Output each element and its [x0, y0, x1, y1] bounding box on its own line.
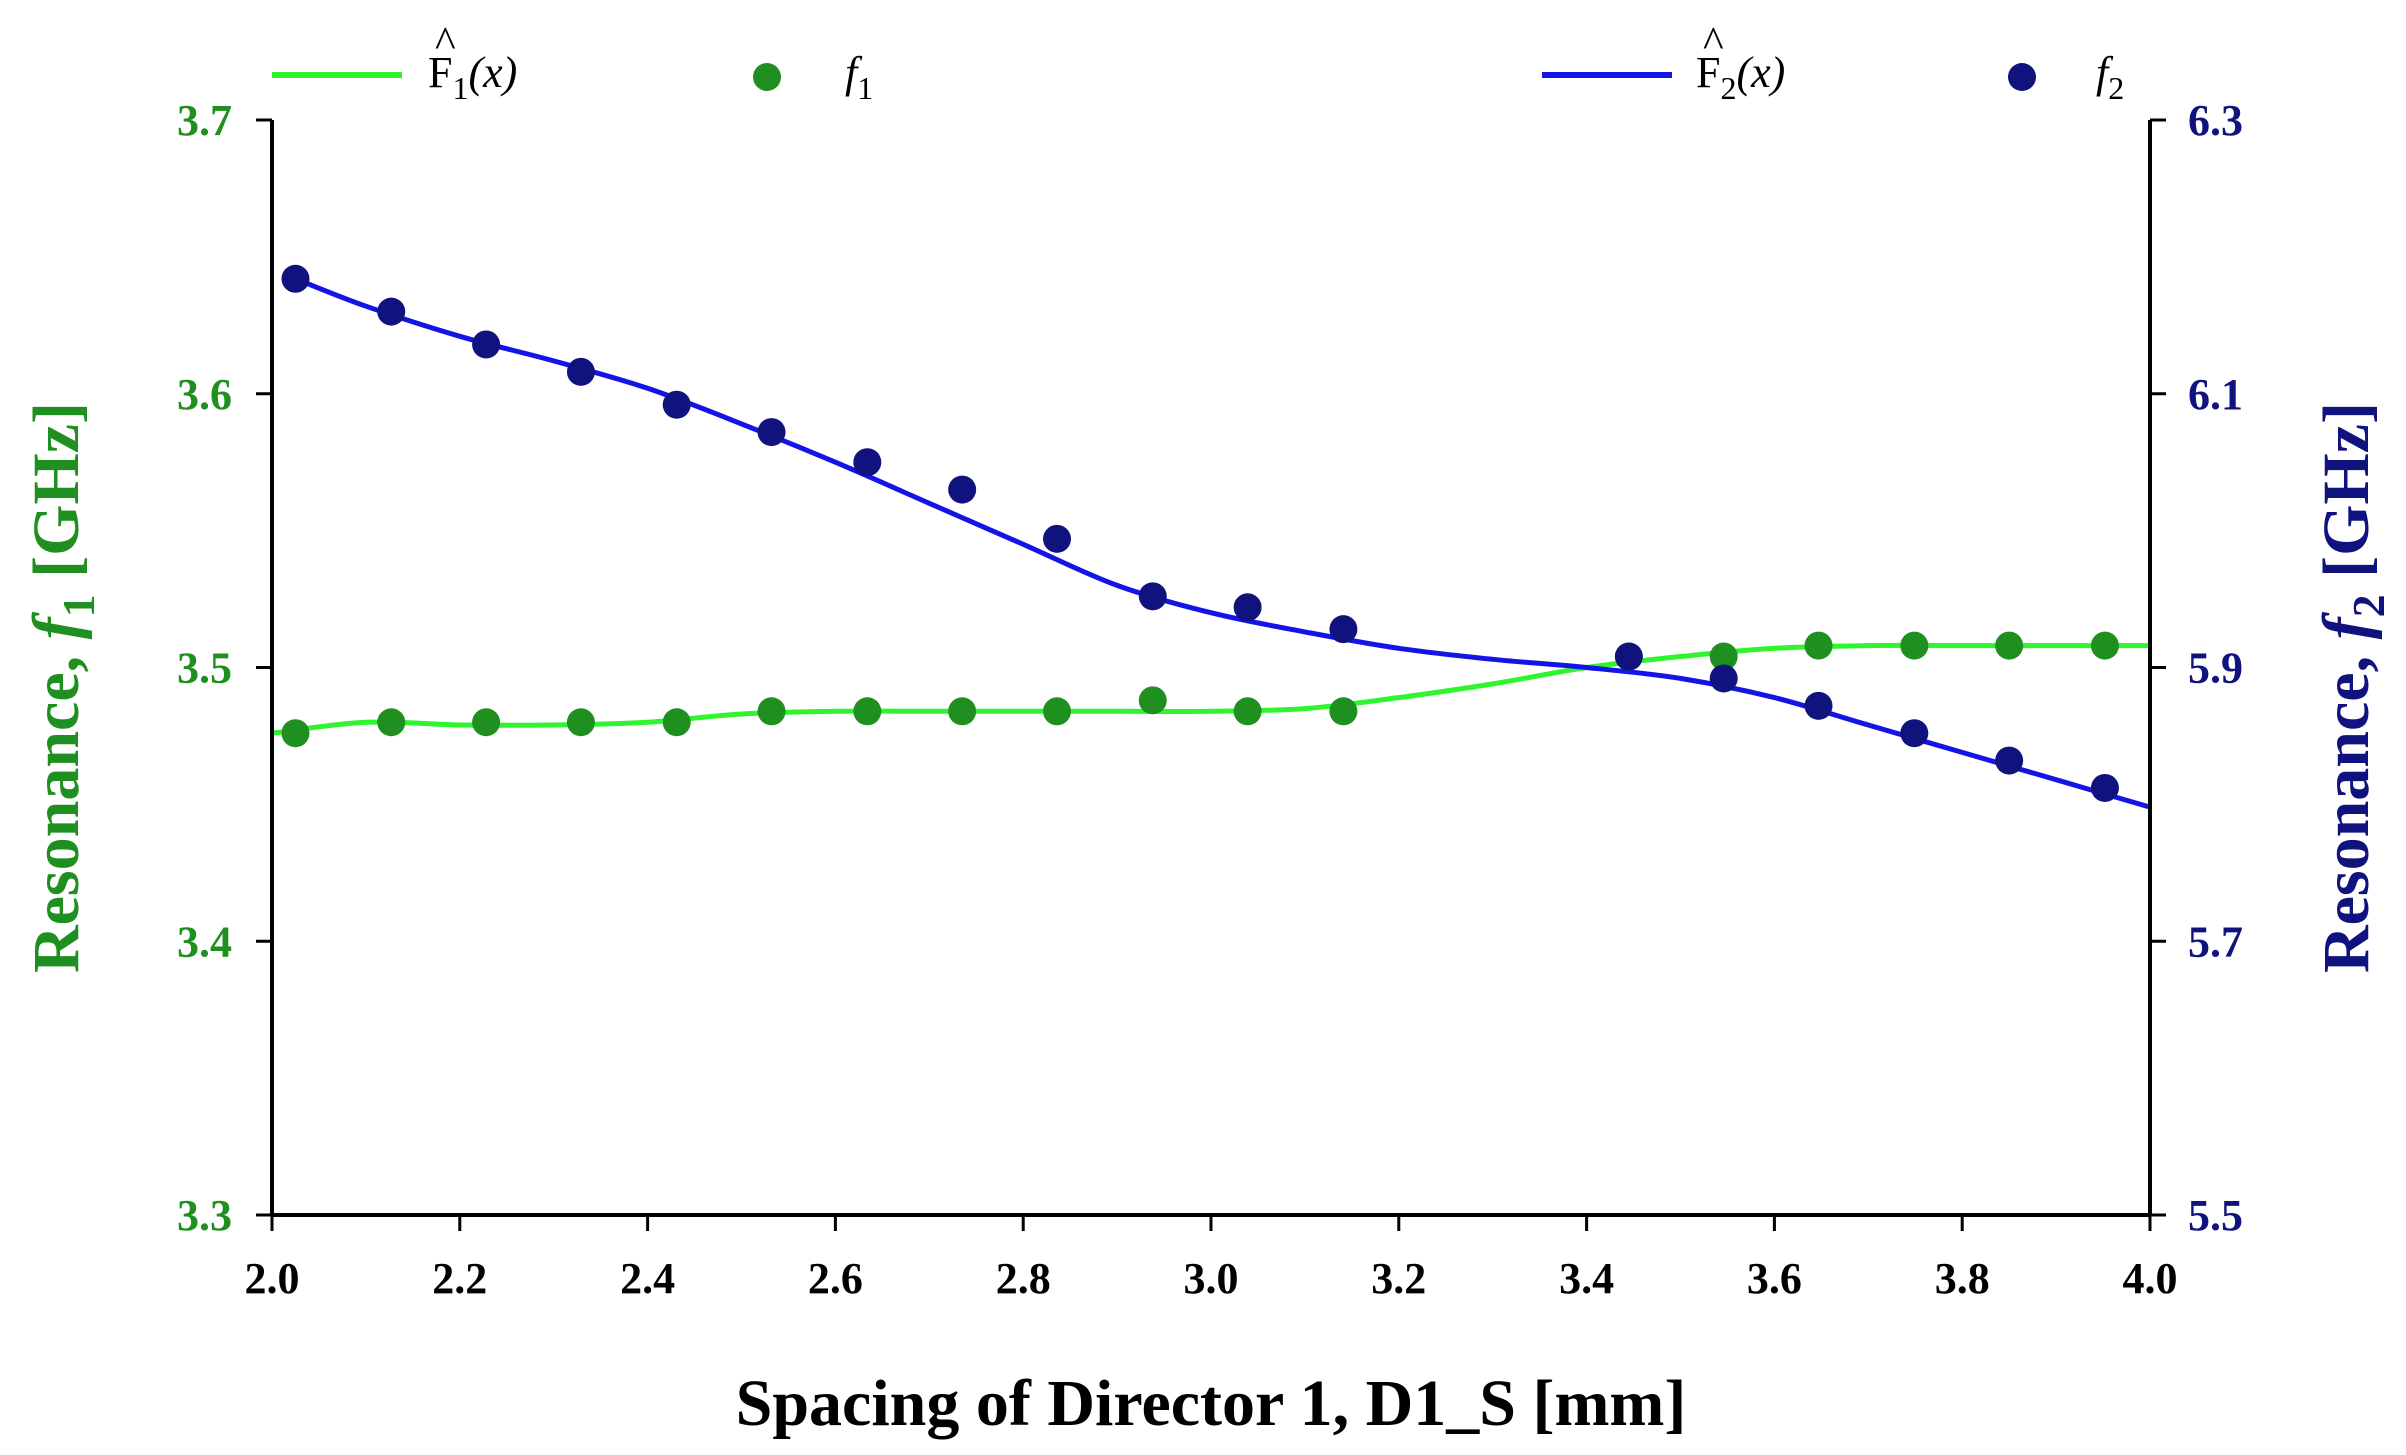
x-axis-title: Spacing of Director 1, D1_S [mm] — [736, 1367, 1687, 1440]
data-point-f1 — [281, 719, 310, 748]
data-point-f2 — [1043, 524, 1072, 553]
axes: 2.0 2.2 2.4 2.6 2.8 3.0 3.2 3.4 3.6 3.8 4.0 3.3 3.4 3… — [20, 96, 2394, 1440]
data-point-f2 — [948, 475, 977, 504]
data-point-f2 — [853, 448, 882, 477]
data-point-f2 — [281, 264, 310, 293]
legend-label: F2(x) — [1696, 48, 1785, 106]
data-point-f1 — [662, 708, 691, 737]
x-tick-label: 4.0 — [2123, 1254, 2178, 1303]
data-point-f2 — [1900, 719, 1929, 748]
data-point-f1 — [472, 708, 501, 737]
data-point-f2 — [1329, 615, 1358, 644]
series-points — [281, 264, 2119, 802]
left-y-tick-label: 3.7 — [177, 96, 232, 145]
data-point-f2 — [2090, 773, 2119, 802]
legend-label: F1(x) — [428, 48, 517, 106]
data-point-f1 — [1900, 631, 1929, 660]
x-tick-label: 3.0 — [1184, 1254, 1239, 1303]
data-point-f1 — [757, 697, 786, 726]
x-tick-label: 3.4 — [1559, 1254, 1614, 1303]
data-point-f1 — [1709, 642, 1738, 671]
left-y-tick-label: 3.6 — [177, 370, 232, 419]
data-point-f1 — [1995, 631, 2024, 660]
data-point-f2 — [1804, 691, 1833, 720]
right-y-tick-label: 5.5 — [2188, 1191, 2243, 1240]
x-tick-label: 3.8 — [1935, 1254, 1990, 1303]
data-point-f2 — [662, 390, 691, 419]
x-tick-label: 2.2 — [432, 1254, 487, 1303]
left-y-axis-title: Resonance, f1 [GHz] — [20, 402, 104, 973]
left-y-tick-label: 3.4 — [177, 917, 232, 966]
data-point-f2 — [377, 297, 406, 326]
data-point-f2 — [1995, 746, 2024, 775]
x-tick-label: 3.2 — [1371, 1254, 1426, 1303]
right-y-tick-label: 6.1 — [2188, 370, 2243, 419]
right-y-tick-label: 5.9 — [2188, 644, 2243, 693]
legend-hat: ^ — [1703, 18, 1724, 67]
data-point-f2 — [472, 330, 501, 359]
x-tick-label: 2.8 — [996, 1254, 1051, 1303]
data-point-f1 — [853, 697, 882, 726]
data-point-f1 — [1329, 697, 1358, 726]
x-tick-label: 2.4 — [620, 1254, 675, 1303]
data-point-f1 — [1043, 697, 1072, 726]
x-tick-label: 2.6 — [808, 1254, 863, 1303]
data-point-f1 — [948, 697, 977, 726]
right-y-axis-title: Resonance, f2 [GHz] — [2310, 402, 2394, 973]
right-y-tick-label: 6.3 — [2188, 96, 2243, 145]
left-y-tick-label: 3.3 — [177, 1191, 232, 1240]
legend-marker-swatch — [2008, 63, 2036, 91]
data-point-f2 — [1138, 582, 1167, 611]
x-tick-label: 2.0 — [245, 1254, 300, 1303]
legend-hat: ^ — [435, 18, 456, 67]
data-point-f2 — [757, 418, 786, 447]
data-point-f1 — [377, 708, 406, 737]
data-point-f2 — [1614, 642, 1643, 671]
data-point-f1 — [1233, 697, 1262, 726]
data-point-f2 — [1709, 664, 1738, 693]
data-point-f1 — [566, 708, 595, 737]
data-point-f1 — [2090, 631, 2119, 660]
series-line-f2x — [294, 276, 2151, 810]
data-point-f1 — [1804, 631, 1833, 660]
legend-marker-swatch — [753, 63, 781, 91]
right-y-tick-label: 5.7 — [2188, 917, 2243, 966]
legend: ^F1(x) f1^F2(x) f2 — [272, 18, 2124, 106]
data-point-f2 — [566, 357, 595, 386]
left-y-tick-label: 3.5 — [177, 644, 232, 693]
data-point-f2 — [1233, 593, 1262, 622]
x-tick-label: 3.6 — [1747, 1254, 1802, 1303]
data-point-f1 — [1138, 686, 1167, 715]
